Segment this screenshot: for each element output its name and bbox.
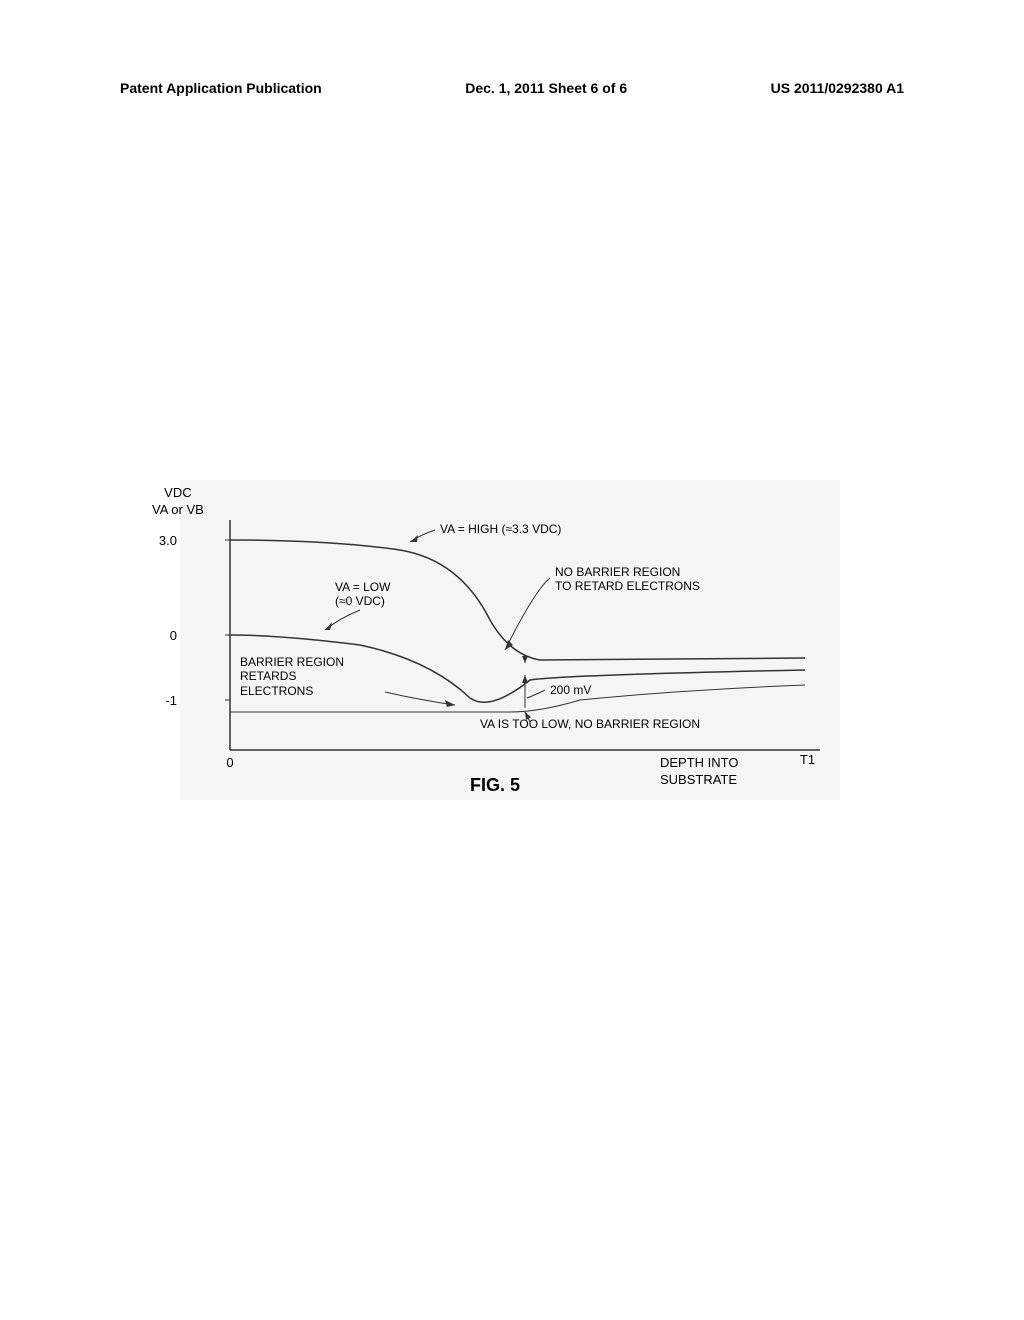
arrowhead-va-high xyxy=(410,535,418,542)
header-right: US 2011/0292380 A1 xyxy=(771,80,904,96)
va-low-line2: (≈0 VDC) xyxy=(335,594,390,608)
annotation-too-low: VA IS TOO LOW, NO BARRIER REGION xyxy=(480,717,700,731)
annotation-va-high: VA = HIGH (≈3.3 VDC) xyxy=(440,522,561,536)
pointer-barrier xyxy=(385,692,455,705)
dim-arrowhead-top xyxy=(522,656,528,663)
x-tick-0: 0 xyxy=(220,755,240,770)
y-tick-0: 0 xyxy=(152,628,177,643)
page-header: Patent Application Publication Dec. 1, 2… xyxy=(120,80,904,96)
y-label-line1: VDC xyxy=(152,485,204,502)
figure-label: FIG. 5 xyxy=(470,775,520,796)
y-tick-neg1: -1 xyxy=(152,693,177,708)
chart-area: VDC VA or VB 3.0 0 -1 VA = HIGH (≈3.3 xyxy=(180,480,840,800)
y-tick-3: 3.0 xyxy=(152,533,177,548)
y-label-line2: VA or VB xyxy=(152,502,204,519)
barrier-line3: ELECTRONS xyxy=(240,684,344,698)
pointer-no-barrier xyxy=(505,578,550,650)
annotation-va-low: VA = LOW (≈0 VDC) xyxy=(335,580,390,609)
x-tick-t1: T1 xyxy=(795,752,820,767)
annotation-no-barrier: NO BARRIER REGION TO RETARD ELECTRONS xyxy=(555,565,700,594)
annotation-barrier: BARRIER REGION RETARDS ELECTRONS xyxy=(240,655,344,698)
curve-va-high xyxy=(230,540,805,660)
x-label-line2: SUBSTRATE xyxy=(660,772,739,789)
barrier-line1: BARRIER REGION xyxy=(240,655,344,669)
y-axis-label: VDC VA or VB xyxy=(152,485,204,519)
no-barrier-line1: NO BARRIER REGION xyxy=(555,565,700,579)
pointer-200mv xyxy=(527,690,545,698)
x-axis-label: DEPTH INTO SUBSTRATE xyxy=(660,755,739,789)
arrowhead-barrier xyxy=(445,700,455,707)
header-center: Dec. 1, 2011 Sheet 6 of 6 xyxy=(465,80,627,96)
header-left: Patent Application Publication xyxy=(120,80,322,96)
dim-arrowhead-bot xyxy=(522,675,528,683)
va-low-line1: VA = LOW xyxy=(335,580,390,594)
no-barrier-line2: TO RETARD ELECTRONS xyxy=(555,579,700,593)
x-label-line1: DEPTH INTO xyxy=(660,755,739,772)
barrier-line2: RETARDS xyxy=(240,669,344,683)
annotation-200mv: 200 mV xyxy=(550,683,591,697)
